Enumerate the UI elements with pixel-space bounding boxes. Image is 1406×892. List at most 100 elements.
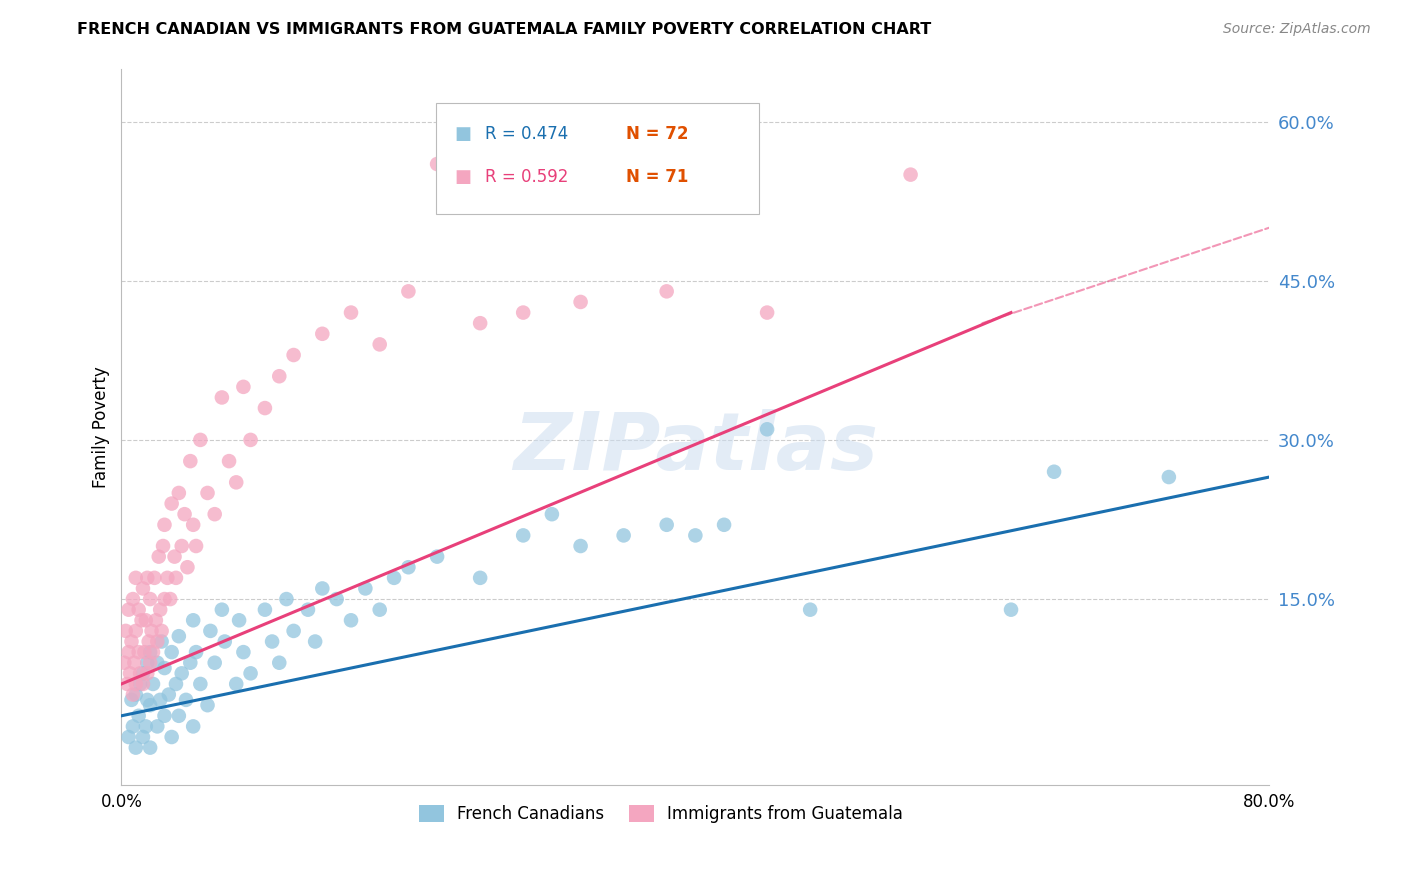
Point: [174, 693, 197, 707]
Point: [141, 624, 163, 638]
Legend: French Canadians, Immigrants from Guatemala: French Canadians, Immigrants from Guatem…: [412, 798, 910, 830]
Point: [756, 422, 779, 436]
Point: [153, 661, 176, 675]
Point: [396, 285, 419, 299]
Point: [239, 666, 262, 681]
Point: [232, 380, 254, 394]
Point: [125, 688, 148, 702]
Point: [138, 634, 160, 648]
Point: [132, 677, 155, 691]
Point: [136, 666, 159, 681]
Point: [368, 602, 391, 616]
Point: [382, 571, 405, 585]
Text: N = 72: N = 72: [626, 125, 688, 143]
Text: ■: ■: [454, 125, 471, 143]
Point: [167, 708, 190, 723]
Text: N = 71: N = 71: [626, 168, 688, 186]
Point: [170, 666, 193, 681]
Point: [143, 571, 166, 585]
Point: [115, 677, 138, 691]
Point: [121, 634, 143, 648]
Point: [135, 613, 157, 627]
Point: [150, 624, 173, 638]
Point: [148, 549, 170, 564]
Point: [311, 326, 333, 341]
Point: [152, 539, 174, 553]
Point: [170, 539, 193, 553]
Point: [117, 645, 139, 659]
Point: [311, 582, 333, 596]
Point: [190, 433, 212, 447]
Point: [179, 454, 201, 468]
Point: [197, 698, 219, 713]
Point: [160, 497, 183, 511]
Point: [122, 688, 145, 702]
Point: [340, 613, 363, 627]
Point: [125, 677, 148, 691]
Point: [132, 582, 155, 596]
Point: [269, 656, 291, 670]
Point: [136, 571, 159, 585]
Point: [297, 602, 319, 616]
Point: [253, 401, 276, 415]
Point: [157, 688, 180, 702]
Point: [799, 602, 821, 616]
Point: [190, 677, 212, 691]
Point: [125, 571, 148, 585]
Point: [139, 698, 162, 713]
Point: [132, 666, 155, 681]
Point: [136, 656, 159, 670]
Point: [354, 582, 377, 596]
Point: [117, 602, 139, 616]
Point: [173, 507, 195, 521]
Point: [150, 634, 173, 648]
Point: [181, 613, 204, 627]
Point: [146, 656, 169, 670]
Text: R = 0.474: R = 0.474: [485, 125, 568, 143]
Point: [114, 624, 136, 638]
Point: [146, 719, 169, 733]
Text: ZIPatlas: ZIPatlas: [513, 409, 877, 487]
Point: [1043, 465, 1066, 479]
Point: [211, 391, 233, 405]
Point: [512, 305, 534, 319]
Point: [153, 517, 176, 532]
Point: [179, 656, 201, 670]
Point: [136, 693, 159, 707]
Point: [541, 507, 564, 521]
Point: [512, 528, 534, 542]
Point: [204, 507, 226, 521]
Point: [142, 677, 165, 691]
Point: [139, 656, 162, 670]
Text: R = 0.592: R = 0.592: [485, 168, 568, 186]
Point: [197, 486, 219, 500]
Point: [153, 592, 176, 607]
Text: FRENCH CANADIAN VS IMMIGRANTS FROM GUATEMALA FAMILY POVERTY CORRELATION CHART: FRENCH CANADIAN VS IMMIGRANTS FROM GUATE…: [77, 22, 932, 37]
Point: [129, 666, 152, 681]
Point: [159, 592, 181, 607]
Point: [139, 740, 162, 755]
Point: [165, 677, 187, 691]
Point: [117, 730, 139, 744]
Point: [142, 645, 165, 659]
Point: [211, 602, 233, 616]
Point: [283, 348, 305, 362]
Point: [128, 645, 150, 659]
Point: [269, 369, 291, 384]
Point: [468, 571, 491, 585]
Point: [1157, 470, 1180, 484]
Point: [139, 645, 162, 659]
Point: [124, 656, 146, 670]
Point: [283, 624, 305, 638]
Point: [225, 677, 247, 691]
Point: [655, 285, 678, 299]
Point: [156, 571, 179, 585]
Point: [128, 708, 150, 723]
Point: [396, 560, 419, 574]
Point: [253, 602, 276, 616]
Point: [160, 645, 183, 659]
Point: [129, 677, 152, 691]
Point: [145, 613, 167, 627]
Point: [184, 539, 207, 553]
Point: [167, 486, 190, 500]
